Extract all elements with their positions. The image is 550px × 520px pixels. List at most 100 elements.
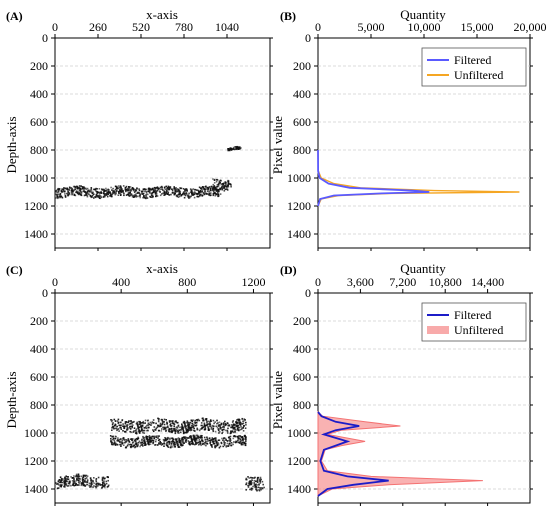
data-point-c [185,441,187,443]
plot-area-c [54,292,271,504]
data-point-c [205,418,208,420]
data-point-c [162,438,165,441]
data-point-c [181,425,183,427]
data-point-c [102,485,104,488]
data-point-c [138,429,140,432]
data-point-a [207,188,209,191]
data-point-a [106,189,108,191]
data-point-c [172,422,175,425]
data-point-c [221,426,224,428]
data-point-a [229,183,231,185]
data-point-c [203,425,206,427]
data-point-a [144,197,147,199]
data-point-c [119,439,121,441]
data-point-c [176,422,178,424]
data-point-c [201,437,203,439]
y-tick-label-d: 800 [293,398,311,412]
data-point-c [64,481,67,483]
data-point-a [98,188,101,190]
data-point-c [163,441,165,443]
data-point-c [242,420,244,423]
data-point-a [213,185,216,188]
data-point-a [154,188,156,190]
data-point-c [187,430,189,432]
y-tick-label-b: 200 [293,59,311,73]
data-point-a [154,186,156,189]
data-point-a [149,195,151,198]
data-point-a [216,185,218,188]
data-point-c [131,421,133,424]
data-point-c [78,477,81,480]
data-point-c [80,484,83,487]
data-point-c [165,427,168,429]
data-point-c [219,445,222,448]
y-tick-label-c: 400 [30,342,48,356]
data-point-a [85,194,87,196]
data-point-c [151,421,154,423]
data-point-a [160,185,163,188]
data-point-c [67,482,70,485]
panel-label-d: (D) [280,263,297,277]
data-point-a [135,190,137,192]
data-point-c [214,437,216,439]
data-point-c [187,442,190,445]
data-point-a [82,186,85,188]
data-point-a [70,187,73,189]
data-point-c [161,419,163,421]
data-point-a [80,185,82,187]
data-point-a [62,189,65,192]
data-point-c [243,438,246,440]
data-point-c [208,420,211,423]
data-point-c [256,484,259,486]
data-point-c [165,429,167,432]
data-point-c [154,428,156,431]
data-point-c [202,442,205,445]
data-point-a [69,187,71,189]
data-point-c [230,444,233,447]
data-point-c [183,421,186,423]
data-point-c [195,424,197,427]
data-point-a [167,187,169,189]
data-point-a [63,190,66,193]
data-point-c [127,428,129,431]
data-point-c [222,423,225,426]
data-point-c [122,437,124,439]
data-point-a [156,189,158,192]
data-point-c [138,432,141,434]
y-tick-label-d: 400 [293,342,311,356]
data-point-c [163,423,166,426]
data-point-c [80,475,82,478]
data-point-c [117,422,120,424]
data-point-c [250,482,253,485]
data-point-c [141,438,143,441]
data-point-c [210,428,213,430]
data-point-c [157,420,160,423]
data-point-c [248,482,250,485]
data-point-c [81,482,83,485]
data-point-c [141,424,144,427]
data-point-c [168,431,171,433]
data-point-a [138,195,141,197]
data-point-c [93,477,95,479]
data-point-c [127,443,130,445]
data-point-c [221,437,223,440]
data-point-c [216,422,218,425]
x-axis-title-c: x-axis [146,261,178,276]
data-point-a [81,186,84,188]
data-point-a [115,191,117,193]
data-point-a [201,191,204,193]
data-point-a [140,190,143,193]
data-point-c [193,424,195,426]
data-point-c [147,436,149,438]
data-point-c [141,441,144,444]
data-point-c [158,429,160,432]
data-point-a [188,197,190,199]
panel-label-b: (B) [280,9,296,23]
data-point-c [259,480,261,482]
data-point-a [57,191,60,193]
data-point-a [214,192,217,195]
data-point-a [99,195,102,197]
x-tick-label-b: 20,000 [514,20,547,34]
data-point-a [75,191,77,194]
data-point-c [232,437,235,440]
